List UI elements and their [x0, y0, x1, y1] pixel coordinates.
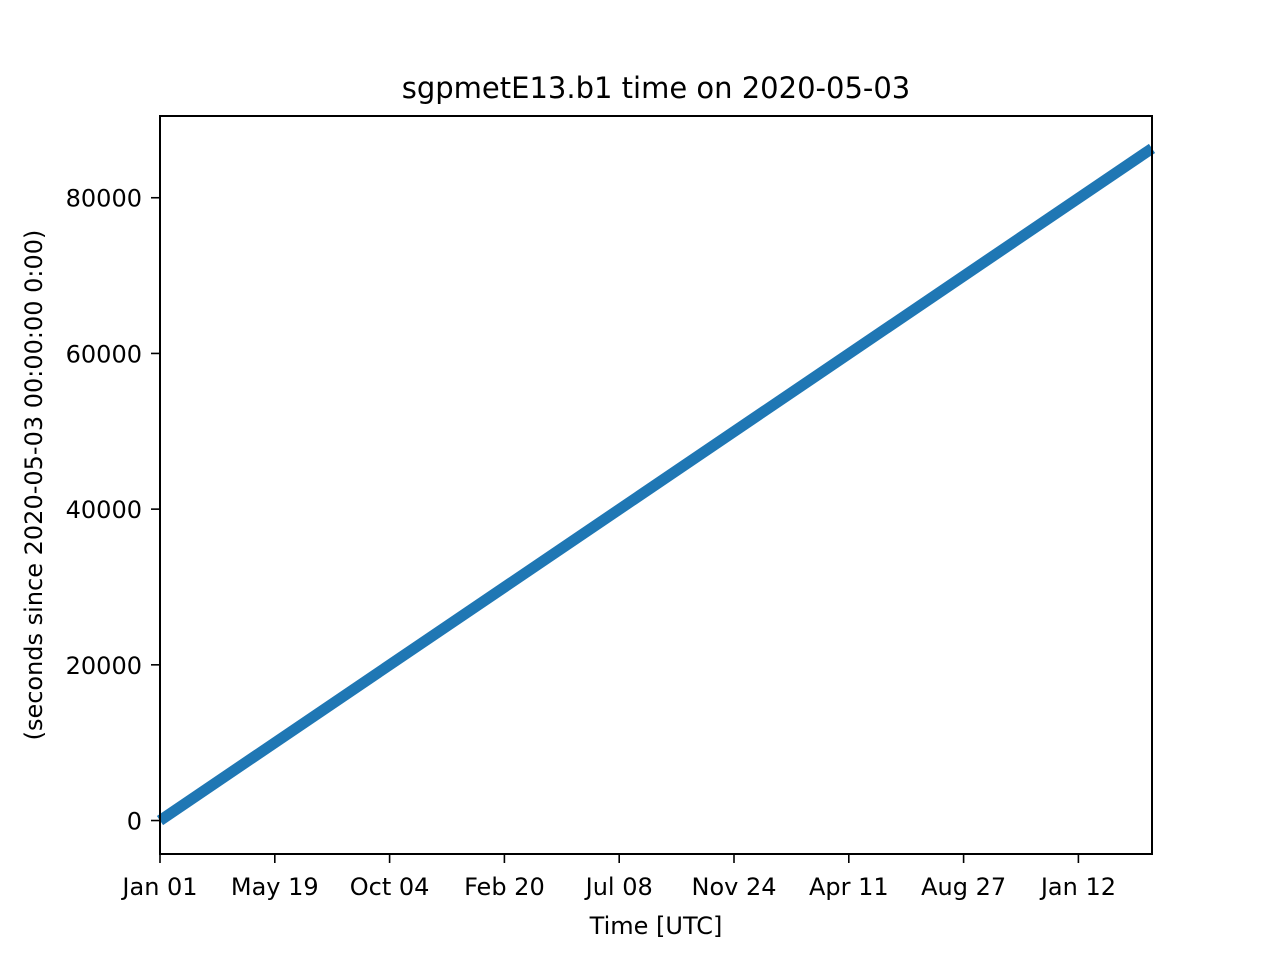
x-tick-label: May 19 — [231, 873, 319, 901]
x-axis-label: Time [UTC] — [589, 912, 723, 940]
y-axis-ticks: 0 20000 40000 60000 80000 — [66, 185, 160, 836]
x-axis-ticks: Jan 01 May 19 Oct 04 Feb 20 Jul 08 Nov 24 Apr … — [120, 854, 1116, 901]
y-tick-label: 40000 — [66, 496, 142, 524]
y-tick-label: 0 — [127, 808, 142, 836]
x-tick-label: Oct 04 — [350, 873, 430, 901]
x-tick-label: Nov 24 — [691, 873, 776, 901]
series-line — [156, 143, 1156, 826]
y-tick-label: 60000 — [66, 340, 142, 368]
x-tick-label: Jan 12 — [1039, 873, 1116, 901]
plot-area — [156, 143, 1156, 826]
y-tick-label: 20000 — [66, 652, 142, 680]
y-tick-label: 80000 — [66, 185, 142, 213]
x-tick-label: Aug 27 — [921, 873, 1006, 901]
x-tick-label: Apr 11 — [809, 873, 889, 901]
y-axis-label: (seconds since 2020-05-03 00:00:00 0:00) — [20, 230, 48, 741]
plot-frame — [159, 115, 1153, 855]
x-tick-label: Feb 20 — [464, 873, 545, 901]
chart-title: sgpmetE13.b1 time on 2020-05-03 — [402, 71, 911, 105]
x-tick-label: Jan 01 — [120, 873, 197, 901]
x-tick-label: Jul 08 — [584, 873, 653, 901]
